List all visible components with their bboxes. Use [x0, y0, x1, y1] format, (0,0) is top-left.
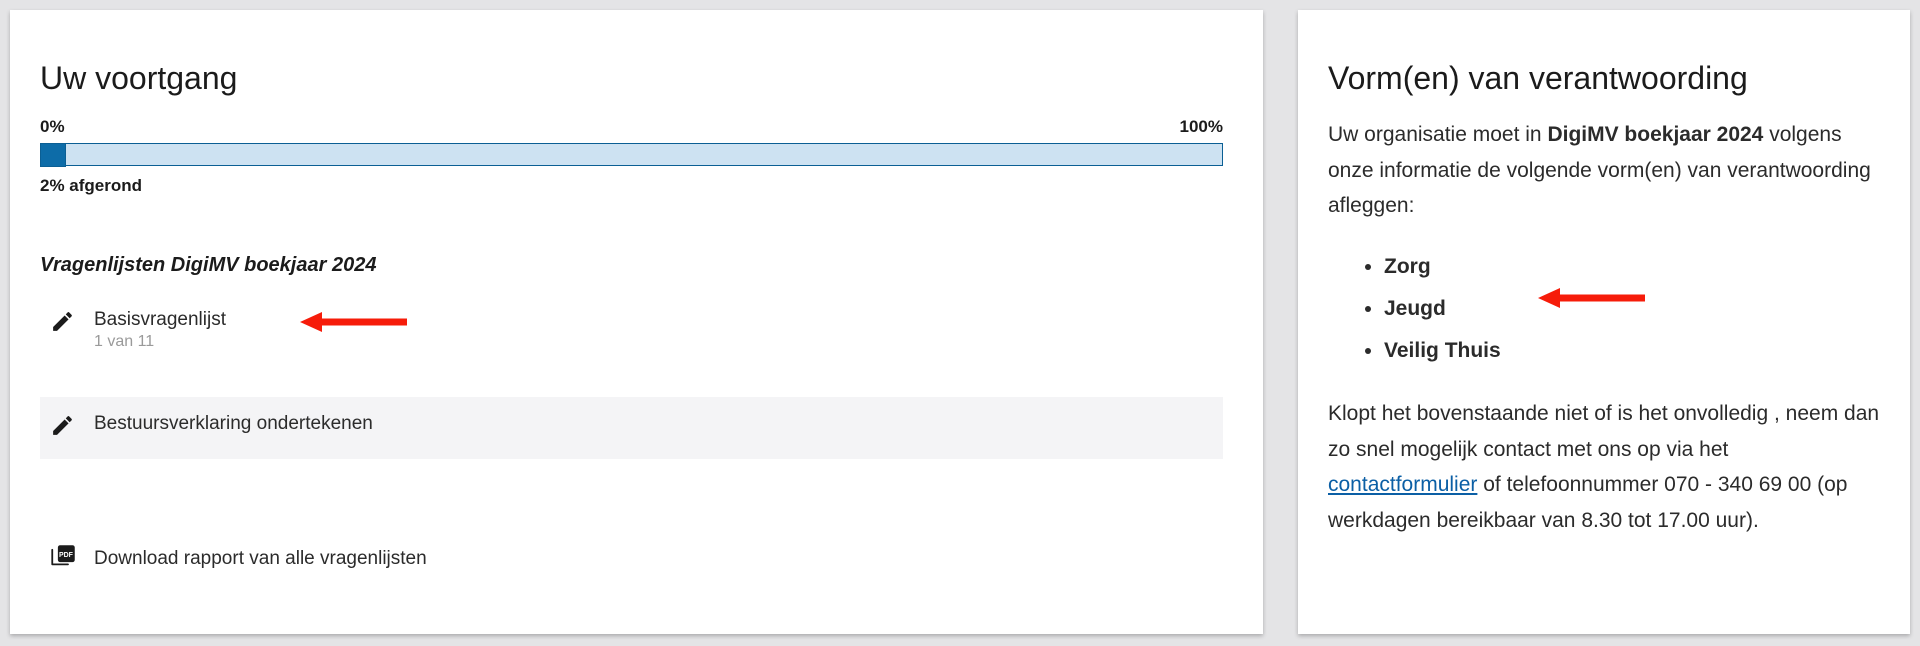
svg-text:PDF: PDF	[59, 552, 73, 559]
